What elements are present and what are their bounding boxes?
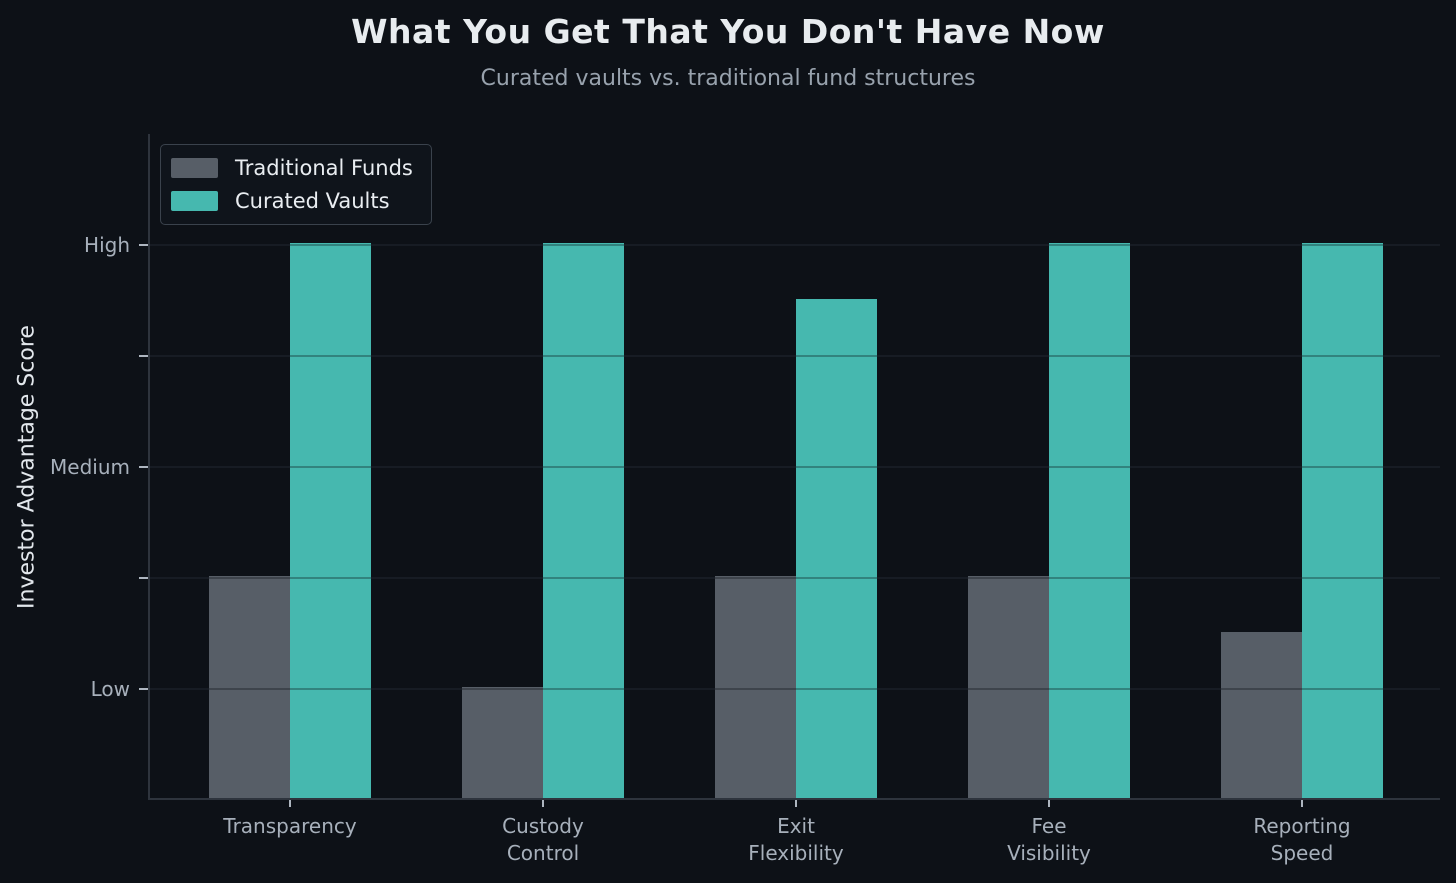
gridline-overlay [150, 244, 1440, 246]
x-tick-label-transparency: Transparency [223, 814, 357, 838]
y-tick-label-medium: Medium [50, 455, 130, 479]
gridline [150, 355, 1440, 357]
y-tick [139, 466, 148, 468]
bar-traditional-funds-custody-control [462, 687, 543, 798]
chart-title: What You Get That You Don't Have Now [351, 12, 1105, 51]
gridline [150, 244, 1440, 246]
legend-label: Curated Vaults [235, 189, 390, 213]
gridline [150, 466, 1440, 468]
legend-item-curated-vaults: Curated Vaults [171, 189, 413, 213]
y-tick-label-low: Low [90, 677, 130, 701]
x-tick-label-exit-flexibility: Exit Flexibility [748, 814, 844, 865]
x-tick [1048, 800, 1050, 807]
chart-subtitle: Curated vaults vs. traditional fund stru… [480, 66, 976, 91]
bar-traditional-funds-transparency [209, 576, 290, 798]
x-tick-label-reporting-speed: Reporting Speed [1253, 814, 1351, 865]
legend-swatch-traditional-funds [171, 158, 218, 178]
gridline-overlay [150, 355, 1440, 357]
legend-swatch-curated-vaults [171, 191, 218, 211]
legend: Traditional Funds Curated Vaults [160, 144, 432, 225]
gridline-overlay [150, 688, 1440, 690]
y-tick [139, 355, 148, 357]
bar-curated-vaults-exit-flexibility [796, 298, 877, 798]
bar-traditional-funds-exit-flexibility [715, 576, 796, 798]
y-tick-label-high: High [84, 233, 130, 257]
bar-traditional-funds-fee-visibility [968, 576, 1049, 798]
bar-traditional-funds-reporting-speed [1221, 631, 1302, 798]
plot-area: Low Medium High Transparency Custody Control… [50, 134, 1440, 865]
bar-curated-vaults-fee-visibility [1049, 243, 1130, 798]
bar-curated-vaults-transparency [290, 243, 371, 798]
bar-curated-vaults-reporting-speed [1302, 243, 1383, 798]
gridline-overlay [150, 466, 1440, 468]
bar-curated-vaults-custody-control [543, 243, 624, 798]
gridline-overlay [150, 577, 1440, 579]
x-tick [795, 800, 797, 807]
x-tick [289, 800, 291, 807]
legend-label: Traditional Funds [235, 156, 413, 180]
legend-item-traditional-funds: Traditional Funds [171, 156, 413, 180]
y-tick [139, 244, 148, 246]
x-tick [542, 800, 544, 807]
y-tick [139, 577, 148, 579]
x-tick-label-fee-visibility: Fee Visibility [1007, 814, 1091, 865]
x-tick [1301, 800, 1303, 807]
x-tick-label-custody-control: Custody Control [502, 814, 584, 865]
y-tick [139, 688, 148, 690]
